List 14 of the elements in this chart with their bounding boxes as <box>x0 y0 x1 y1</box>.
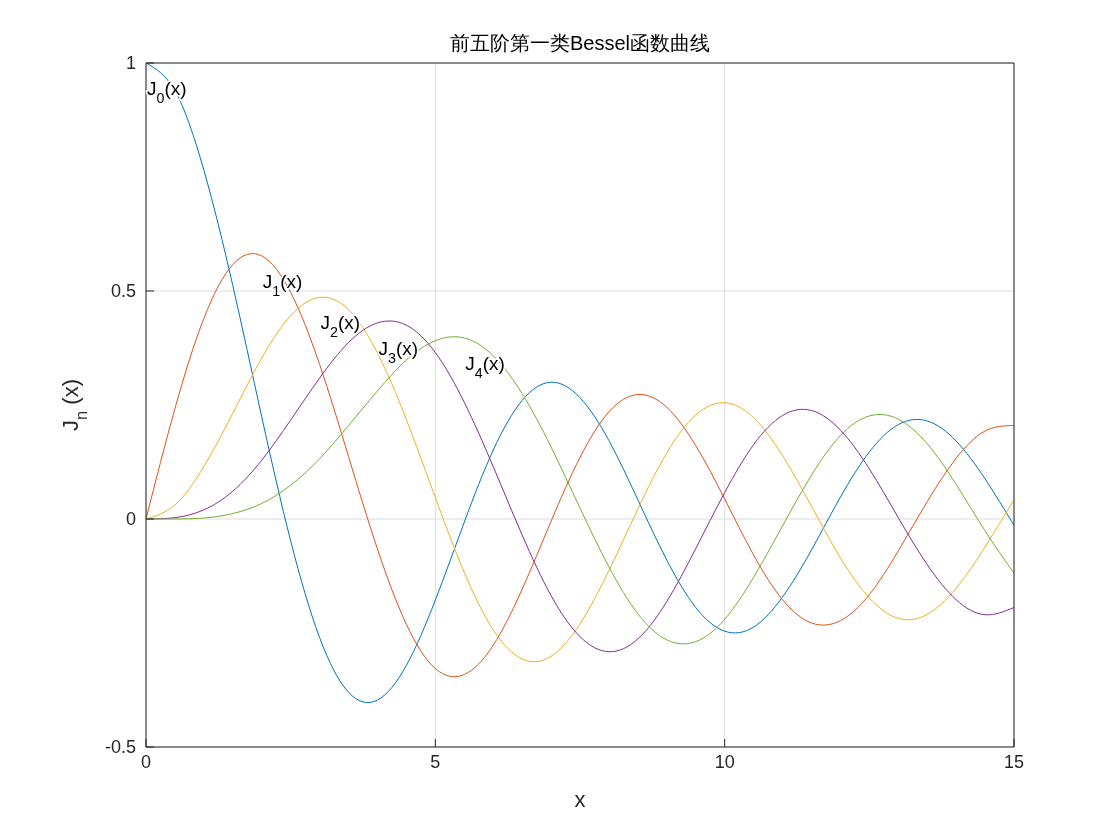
chart-title: 前五阶第一类Bessel函数曲线 <box>449 31 711 56</box>
series-label: J$_{4}$(x) <box>465 352 505 381</box>
y-tick-label: 0.5 <box>110 281 136 302</box>
y-tick-label: -0.5 <box>104 737 136 758</box>
x-tick-label: 5 <box>430 751 441 772</box>
series-label: J$_{3}$(x) <box>378 337 419 366</box>
series-label: J$_{1}$(x) <box>262 270 303 299</box>
y-tick-label: 1 <box>125 53 136 74</box>
y-tick-label: 0 <box>125 509 136 530</box>
x-tick-label: 10 <box>714 751 735 772</box>
x-tick-label: 15 <box>1003 751 1025 772</box>
series-label: J$_{2}$(x) <box>320 312 361 341</box>
x-tick-label: 0 <box>140 751 152 772</box>
x-axis-title: x <box>574 787 586 812</box>
